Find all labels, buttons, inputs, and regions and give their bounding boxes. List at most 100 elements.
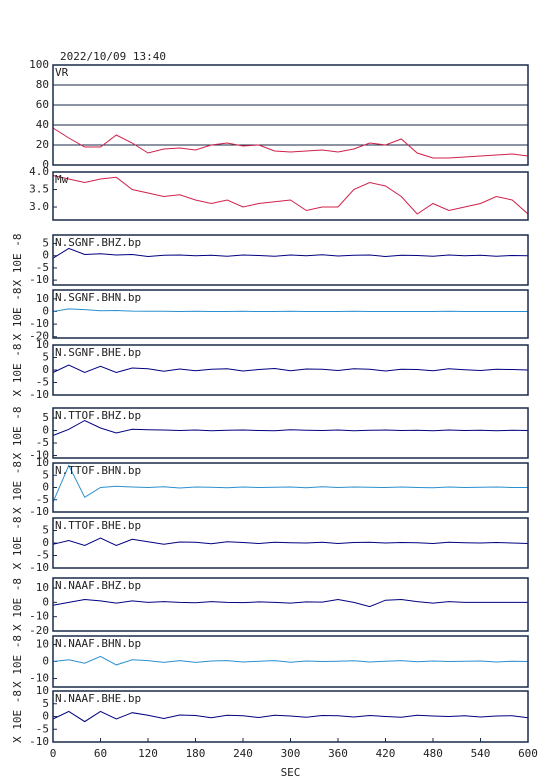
panel-label: N.TTOF.BHN.bp — [55, 464, 141, 477]
y-tick-label: 10 — [36, 292, 49, 305]
panel-label: Mw — [55, 173, 69, 186]
panel-frame — [52, 635, 529, 688]
data-line — [52, 364, 529, 374]
panel-frame — [52, 171, 529, 221]
data-line — [52, 127, 529, 159]
y-tick-label: -10 — [29, 672, 49, 685]
y-tick-label: 0 — [42, 424, 49, 437]
y-tick-label: 10 — [36, 338, 49, 351]
y-tick-label: 5 — [42, 697, 49, 710]
panel-frame — [52, 517, 529, 569]
y-tick-label: -5 — [36, 493, 49, 506]
panel-frame — [52, 289, 529, 339]
x-tick-label: 420 — [376, 747, 396, 760]
y-tick-label: 10 — [36, 638, 49, 651]
y-tick-label: 5 — [42, 351, 49, 364]
y-tick-label: 40 — [36, 118, 49, 131]
data-line — [52, 537, 529, 547]
y-tick-label: 100 — [29, 58, 49, 71]
y-tick-label: -10 — [29, 561, 49, 574]
y-tick-label: 0 — [42, 655, 49, 668]
data-line — [52, 308, 528, 313]
data-line — [52, 175, 529, 215]
panel-frame — [52, 462, 529, 513]
y-tick-label: 5 — [42, 524, 49, 537]
panel-label: N.NAAF.BHE.bp — [55, 692, 141, 705]
y-tick-label: -10 — [29, 505, 49, 518]
y-tick-label: 3.0 — [29, 200, 49, 213]
y-tick-label: 0 — [42, 536, 49, 549]
x-tick-label: 300 — [281, 747, 301, 760]
y-tick-label: -10 — [29, 610, 49, 623]
date-header: 2022/10/09 13:40 — [60, 50, 166, 63]
data-line — [52, 247, 529, 259]
y-axis-label: X 10E -8 — [11, 461, 24, 514]
y-tick-label: -5 — [36, 376, 49, 389]
y-axis-label: X 10E -8 — [11, 635, 24, 688]
y-axis-label: X 10E -8 — [11, 578, 24, 631]
panel-label: N.TTOF.BHE.bp — [55, 519, 141, 532]
panel-label: N.SGNF.BHZ.bp — [55, 236, 141, 249]
x-tick-label: 600 — [518, 747, 538, 760]
y-tick-label: -20 — [29, 330, 49, 343]
data-line — [52, 419, 529, 436]
y-tick-label: 5 — [42, 237, 49, 250]
y-axis-label: X 10E -8 — [11, 407, 24, 460]
y-tick-label: 0 — [42, 481, 49, 494]
y-axis-label: X 10E -8 — [11, 234, 24, 287]
y-tick-label: 5 — [42, 468, 49, 481]
x-tick-label: 120 — [138, 747, 158, 760]
data-line — [52, 710, 529, 723]
y-tick-label: 0 — [42, 710, 49, 723]
x-tick-label: 0 — [50, 747, 57, 760]
y-tick-label: 0 — [42, 595, 49, 608]
y-tick-label: -10 — [29, 388, 49, 401]
y-tick-label: 4.0 — [29, 165, 49, 178]
y-tick-label: -10 — [29, 735, 49, 748]
panel-label: N.NAAF.BHZ.bp — [55, 579, 141, 592]
y-tick-label: 0 — [42, 158, 49, 171]
x-tick-label: 60 — [94, 747, 107, 760]
panel-label: N.TTOF.BHZ.bp — [55, 409, 141, 422]
y-tick-label: -10 — [29, 273, 49, 286]
panel-label: N.SGNF.BHE.bp — [55, 346, 141, 359]
y-axis-label: X 10E -8 — [11, 344, 24, 397]
data-line — [52, 655, 529, 666]
y-tick-label: -5 — [36, 549, 49, 562]
y-tick-label: 10 — [36, 581, 49, 594]
y-tick-label: 5 — [42, 411, 49, 424]
x-tick-label: 480 — [423, 747, 443, 760]
panel-frame — [52, 407, 529, 459]
panel-label: VR — [55, 66, 69, 79]
y-tick-label: -10 — [29, 449, 49, 462]
y-tick-label: 0 — [42, 249, 49, 262]
panel-label: N.NAAF.BHN.bp — [55, 637, 141, 650]
x-tick-label: 540 — [471, 747, 491, 760]
data-line — [52, 464, 528, 503]
x-axis-label: SEC — [281, 766, 301, 779]
y-tick-label: 0 — [42, 304, 49, 317]
panel-frame — [52, 234, 529, 286]
y-tick-label: -5 — [36, 261, 49, 274]
y-tick-label: 80 — [36, 78, 49, 91]
panel-frame — [52, 577, 529, 632]
panel-frame — [52, 344, 529, 396]
y-tick-label: 20 — [36, 138, 49, 151]
x-tick-label: 180 — [186, 747, 206, 760]
data-line — [52, 598, 528, 608]
y-axis-label: X 10E -8 — [11, 517, 24, 570]
y-tick-label: 60 — [36, 98, 49, 111]
x-tick-label: 360 — [328, 747, 348, 760]
y-tick-label: -10 — [29, 317, 49, 330]
y-tick-label: -20 — [29, 624, 49, 637]
y-tick-label: 0 — [42, 363, 49, 376]
y-tick-label: -5 — [36, 722, 49, 735]
y-tick-label: 10 — [36, 684, 49, 697]
panel-frame — [52, 64, 529, 166]
y-axis-label: X 10E -8 — [11, 690, 24, 743]
y-tick-label: 3.5 — [29, 183, 49, 196]
x-tick-label: 240 — [233, 747, 253, 760]
y-axis-label: X 10E -8 — [11, 288, 24, 341]
y-tick-label: 10 — [36, 456, 49, 469]
